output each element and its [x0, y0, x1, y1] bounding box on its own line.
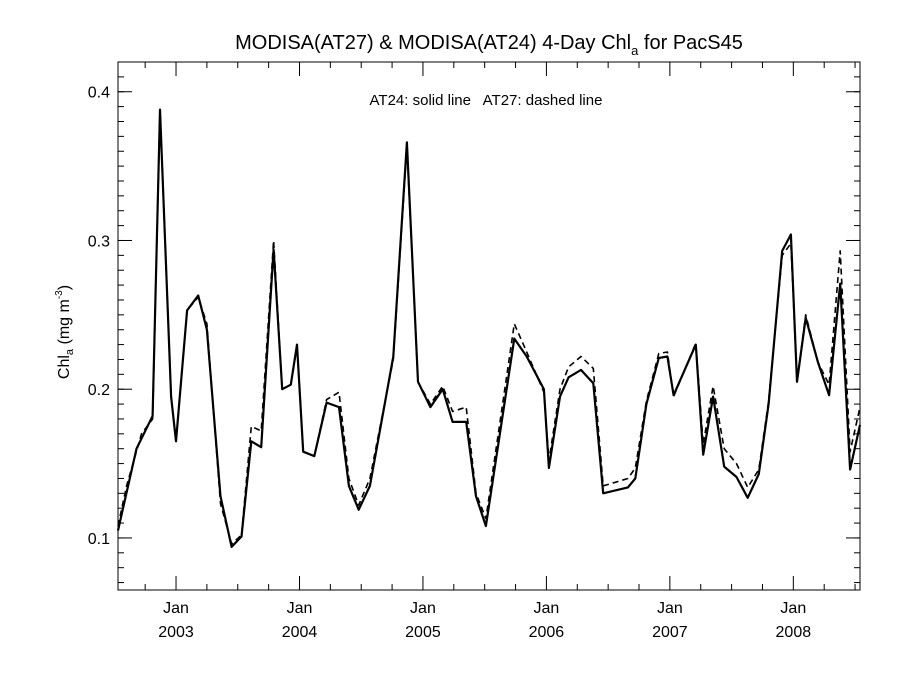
- x-tick-label-year: 2005: [405, 624, 441, 641]
- x-ticks: [175, 62, 794, 590]
- x-tick-label-year: 2006: [529, 624, 565, 641]
- y-axis-label-unit: (mg m: [56, 299, 73, 349]
- y-axis-label-superscript: -3: [54, 290, 65, 299]
- y-minor-ticks: [118, 76, 860, 584]
- series-line-solid: [116, 108, 862, 549]
- plot-frame: [117, 61, 861, 591]
- x-tick-label-year: 2008: [776, 624, 812, 641]
- series-line-dashed: [117, 108, 861, 545]
- chart-title: MODISA(AT27) & MODISA(AT24) 4-Day Chla f…: [235, 32, 743, 58]
- x-tick-label-month: Jan: [163, 600, 189, 617]
- x-tick-label-year: 2007: [652, 624, 688, 641]
- x-tick-label-month: Jan: [534, 600, 560, 617]
- chart-title-subscript: a: [631, 43, 639, 58]
- x-minor-ticks: [144, 62, 856, 590]
- y-tick-label: 0.1: [88, 531, 110, 548]
- x-tick-label-year: 2004: [282, 624, 318, 641]
- x-tick-label-month: Jan: [287, 600, 313, 617]
- y-axis-label-subscript: a: [64, 348, 76, 355]
- y-axis-label: Chla (mg m-3): [54, 285, 76, 379]
- x-tick-label-month: Jan: [780, 600, 806, 617]
- series-lines: [116, 108, 862, 549]
- x-tick-label-month: Jan: [410, 600, 436, 617]
- x-tick-label-year: 2003: [158, 624, 194, 641]
- y-tick-label: 0.2: [88, 382, 110, 399]
- y-axis-label-main: Chl: [56, 355, 73, 379]
- y-tick-label: 0.4: [88, 85, 110, 102]
- y-tick-labels: 0.1 0.2 0.3 0.4: [88, 85, 110, 548]
- y-axis-label-close: ): [56, 285, 73, 290]
- chart-annotation: AT24: solid line AT27: dashed line: [370, 92, 603, 109]
- x-tick-labels: Jan 2003 Jan 2004 Jan 2005 Jan 2006 Jan 2007 Jan 20…: [158, 600, 811, 641]
- x-tick-label-month: Jan: [657, 600, 683, 617]
- chart-title-main: MODISA(AT27) & MODISA(AT24) 4-Day Chl: [235, 32, 631, 54]
- y-ticks: [118, 91, 860, 539]
- y-tick-label: 0.3: [88, 233, 110, 250]
- chart-title-tail: for PacS45: [638, 32, 743, 54]
